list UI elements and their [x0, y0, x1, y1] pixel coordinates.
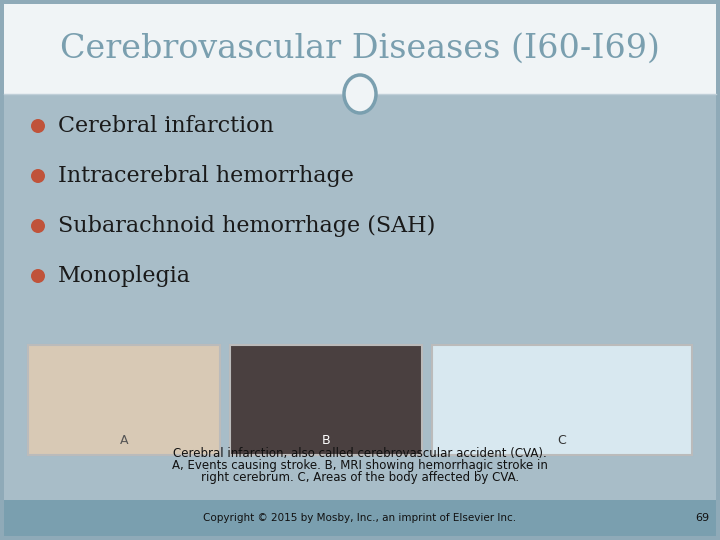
Text: Copyright © 2015 by Mosby, Inc., an imprint of Elsevier Inc.: Copyright © 2015 by Mosby, Inc., an impr…	[204, 513, 516, 523]
Circle shape	[31, 219, 45, 233]
Text: 69: 69	[695, 513, 709, 523]
FancyBboxPatch shape	[4, 500, 716, 536]
Circle shape	[31, 119, 45, 133]
Text: Subarachnoid hemorrhage (SAH): Subarachnoid hemorrhage (SAH)	[58, 215, 436, 237]
FancyBboxPatch shape	[28, 345, 220, 455]
Text: C: C	[557, 434, 567, 447]
Ellipse shape	[344, 75, 376, 113]
Text: Cerebral infarction: Cerebral infarction	[58, 115, 274, 137]
Text: A, Events causing stroke. B, MRI showing hemorrhagic stroke in: A, Events causing stroke. B, MRI showing…	[172, 460, 548, 472]
Text: right cerebrum. C, Areas of the body affected by CVA.: right cerebrum. C, Areas of the body aff…	[201, 471, 519, 484]
FancyBboxPatch shape	[230, 345, 422, 455]
FancyBboxPatch shape	[4, 94, 716, 500]
Text: A: A	[120, 434, 128, 447]
Text: Intracerebral hemorrhage: Intracerebral hemorrhage	[58, 165, 354, 187]
FancyBboxPatch shape	[4, 4, 716, 536]
Text: B: B	[322, 434, 330, 447]
Circle shape	[31, 269, 45, 283]
Circle shape	[31, 169, 45, 183]
Text: Cerebrovascular Diseases (I60-I69): Cerebrovascular Diseases (I60-I69)	[60, 33, 660, 65]
Text: Cerebral infarction, also called cerebrovascular accident (CVA).: Cerebral infarction, also called cerebro…	[173, 448, 547, 461]
FancyBboxPatch shape	[4, 4, 716, 94]
Text: Monoplegia: Monoplegia	[58, 265, 191, 287]
FancyBboxPatch shape	[432, 345, 692, 455]
